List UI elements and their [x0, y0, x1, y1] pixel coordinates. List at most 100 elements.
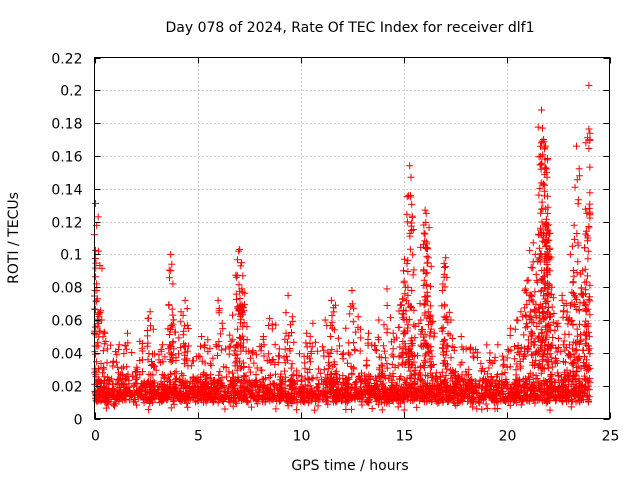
data-point: [425, 224, 433, 232]
data-point-spike: [486, 349, 494, 357]
data-point: [149, 371, 157, 379]
data-point: [350, 339, 358, 347]
data-point: [300, 389, 308, 397]
data-point: [320, 366, 328, 374]
data-point: [428, 398, 436, 406]
data-point: [574, 397, 582, 405]
data-point: [515, 394, 523, 401]
data-point: [538, 338, 546, 346]
data-point: [539, 353, 547, 361]
data-point: [379, 342, 387, 350]
x-tick-label: 20: [499, 429, 517, 445]
data-point: [313, 347, 321, 355]
data-point: [103, 379, 111, 387]
data-point: [485, 364, 493, 372]
data-point: [183, 347, 191, 355]
data-point: [324, 375, 332, 383]
data-point: [259, 391, 267, 399]
data-point: [573, 269, 581, 277]
data-point: [477, 359, 485, 367]
data-point: [405, 315, 413, 323]
data-point: [92, 259, 100, 267]
data-point: [473, 405, 481, 413]
data-point: [133, 365, 141, 373]
data-point: [306, 339, 314, 347]
data-point: [234, 325, 242, 333]
data-point-spike: [407, 193, 415, 201]
data-point: [413, 403, 421, 411]
data-point: [546, 406, 554, 414]
data-point: [215, 342, 223, 350]
data-point: [207, 361, 215, 369]
data-point-spike: [239, 272, 247, 280]
data-point: [514, 342, 522, 349]
data-point: [470, 398, 478, 406]
data-point: [575, 389, 583, 397]
data-point: [397, 395, 404, 403]
data-point: [421, 330, 429, 338]
data-point: [549, 384, 557, 392]
data-point: [398, 295, 406, 303]
data-point: [242, 347, 250, 355]
data-point: [334, 334, 342, 342]
data-point-spike: [507, 324, 515, 332]
data-point: [393, 334, 400, 342]
data-point: [243, 397, 251, 405]
data-point-spike: [401, 255, 408, 263]
data-point: [234, 256, 241, 264]
data-point: [532, 313, 540, 321]
data-point: [128, 372, 136, 380]
data-point: [301, 381, 309, 389]
data-point: [374, 372, 382, 380]
data-point: [444, 360, 451, 368]
data-point: [196, 379, 204, 386]
data-point: [193, 353, 201, 361]
data-point: [469, 403, 477, 411]
data-point: [349, 318, 357, 326]
data-point: [406, 360, 414, 368]
data-point: [227, 337, 235, 345]
data-point: [240, 319, 248, 327]
data-point: [542, 243, 550, 250]
data-point: [339, 378, 347, 386]
data-point: [538, 218, 546, 226]
data-point: [105, 389, 113, 397]
data-point: [483, 405, 491, 412]
data-point: [544, 309, 551, 317]
data-point: [331, 369, 339, 377]
data-point: [506, 401, 514, 409]
data-point-spike: [243, 323, 251, 331]
data-point: [512, 383, 520, 391]
data-point-spike: [101, 329, 109, 337]
data-point: [281, 345, 289, 353]
data-point: [237, 315, 245, 323]
data-point: [511, 343, 518, 350]
data-point: [376, 378, 384, 385]
data-point-spike: [159, 341, 166, 349]
data-point: [504, 346, 512, 353]
data-point: [368, 341, 376, 349]
data-point: [425, 348, 433, 356]
data-point: [585, 386, 593, 394]
data-point-spike: [400, 267, 407, 275]
data-point: [490, 386, 497, 393]
data-point: [314, 383, 322, 391]
data-point: [579, 291, 587, 299]
data-point: [402, 343, 409, 351]
data-point: [536, 184, 544, 192]
data-point: [420, 240, 427, 248]
data-point: [181, 355, 188, 363]
data-point: [238, 376, 246, 384]
data-point: [206, 360, 214, 368]
data-point: [238, 259, 245, 267]
data-point: [438, 379, 446, 387]
data-point: [207, 371, 215, 379]
data-point: [192, 398, 199, 406]
data-point: [394, 403, 402, 411]
data-point: [561, 358, 569, 366]
data-point: [448, 369, 456, 377]
data-point: [573, 176, 581, 184]
data-point: [547, 312, 554, 320]
data-point: [144, 332, 151, 340]
data-point: [99, 333, 107, 341]
